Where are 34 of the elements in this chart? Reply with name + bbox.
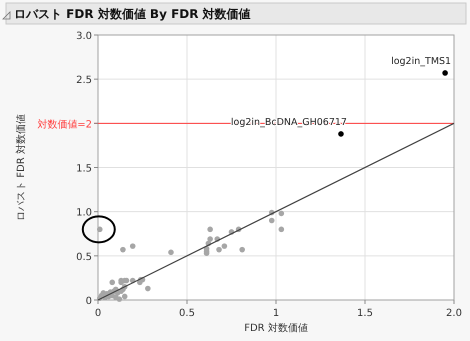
point [122, 294, 128, 300]
y-tick-label: 3.0 [76, 31, 92, 42]
annotation: log2in_TMS1 [391, 56, 452, 67]
chart-title: ロバスト FDR 対数価値 By FDR 対数価値 [14, 7, 251, 21]
point [130, 243, 136, 249]
y-tick-label: 0 [86, 296, 92, 307]
point [109, 280, 116, 286]
point [268, 218, 275, 224]
point [216, 246, 222, 252]
x-tick-label: 1.5 [357, 308, 373, 319]
point [145, 286, 151, 292]
y-tick-label: 1.0 [76, 208, 92, 219]
x-axis-title: FDR 対数価値 [244, 322, 308, 334]
ref-line-label: 対数価値=2 [37, 118, 92, 130]
y-tick-label: 2.5 [76, 75, 92, 86]
point [116, 296, 122, 302]
point [120, 246, 126, 252]
point [239, 246, 245, 252]
point [96, 226, 103, 232]
point [207, 226, 213, 232]
point [222, 243, 228, 249]
x-tick-label: 0 [94, 308, 102, 319]
point [278, 226, 284, 232]
x-tick-label: 2.0 [446, 308, 462, 319]
y-tick-label: 1.5 [76, 164, 92, 174]
y-axis-title: ロバスト FDR 対数価値 [15, 114, 27, 221]
point [338, 131, 344, 137]
y-tick-label: 0.5 [76, 252, 92, 263]
x-tick-label: 0.5 [179, 308, 195, 319]
x-tick-label: 1 [272, 308, 280, 319]
point [278, 210, 284, 216]
point [207, 236, 213, 242]
point [442, 70, 448, 76]
point [168, 250, 174, 256]
